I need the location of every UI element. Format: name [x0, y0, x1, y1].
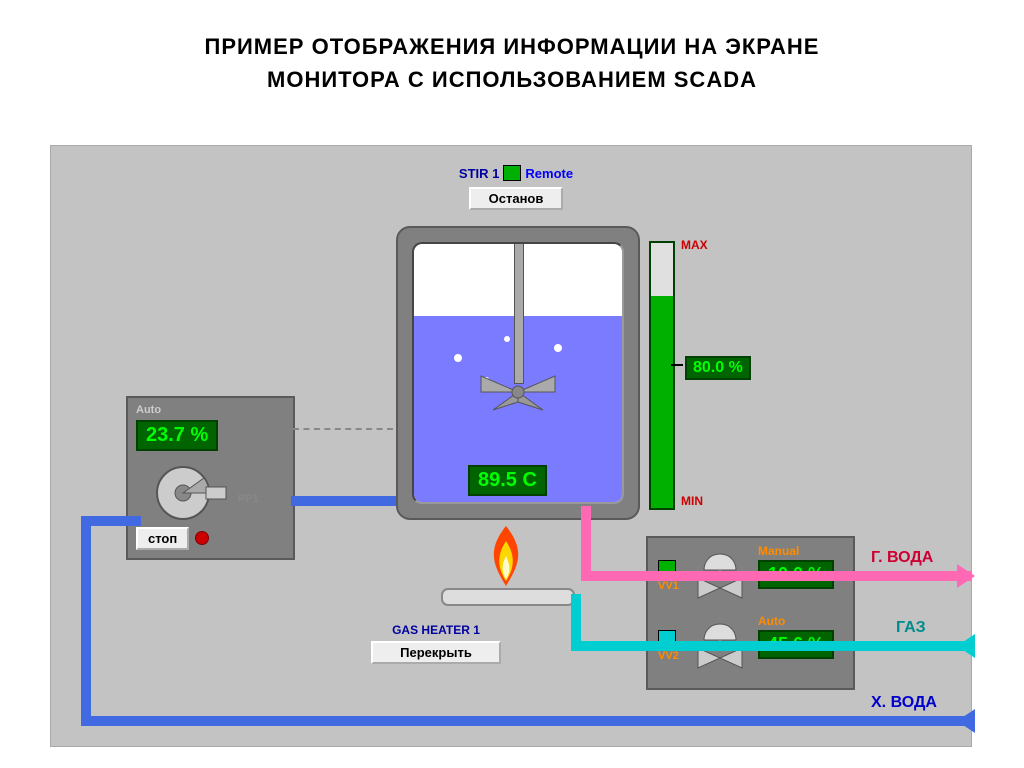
tank: TANK1 89.5 C — [396, 226, 640, 520]
pump-status-led-icon — [195, 531, 209, 545]
pump-tank-link — [293, 428, 393, 430]
vv2-name: VV2 — [658, 650, 679, 662]
level-readout: 80.0 % — [685, 356, 751, 380]
page-title: ПРИМЕР ОТОБРАЖЕНИЯ ИНФОРМАЦИИ НА ЭКРАНЕ … — [0, 0, 1024, 106]
tank-temp-readout: 89.5 C — [468, 465, 547, 496]
pipe-cold-to-tank — [291, 496, 396, 506]
arrow-cold-icon — [957, 709, 975, 733]
pipe-cold-h2 — [81, 516, 141, 526]
vv1-name: VV1 — [658, 580, 679, 592]
pump-name: PP1 — [238, 493, 259, 505]
stirrer-header: STIR 1 Remote Останов — [416, 161, 616, 210]
heater-close-button[interactable]: Перекрыть — [371, 641, 501, 664]
flow-gas-label: ГАЗ — [896, 619, 926, 637]
arrow-hot-icon — [957, 564, 975, 588]
pipe-hot-h2 — [581, 571, 646, 581]
stirrer-name: STIR 1 — [459, 166, 499, 181]
flame-icon — [476, 521, 536, 596]
scada-panel: STIR 1 Remote Останов TANK1 89.5 C MAX M… — [50, 145, 972, 747]
stirrer-led-icon — [503, 165, 521, 181]
burner-icon — [441, 588, 575, 606]
level-min-label: MIN — [681, 494, 703, 508]
title-line-1: ПРИМЕР ОТОБРАЖЕНИЯ ИНФОРМАЦИИ НА ЭКРАНЕ — [40, 30, 984, 63]
vv1-mode: Manual — [758, 544, 799, 558]
arrow-gas-icon — [957, 634, 975, 658]
title-line-2: МОНИТОРА С ИСПОЛЬЗОВАНИЕМ SCADA — [40, 63, 984, 96]
flow-cold-label: Х. ВОДА — [871, 694, 937, 712]
stirrer-shaft-icon — [514, 242, 524, 384]
pump-mode-label: Auto — [136, 404, 161, 416]
pipe-cold-v1 — [81, 516, 91, 726]
pipe-gas-h — [571, 641, 971, 651]
pipe-cold-h — [81, 716, 971, 726]
flow-hot-label: Г. ВОДА — [871, 549, 933, 567]
level-bar — [649, 241, 675, 510]
heater-panel: GAS HEATER 1 Перекрыть — [351, 621, 521, 664]
heater-name: GAS HEATER 1 — [351, 621, 521, 639]
pump-readout: 23.7 % — [136, 420, 218, 451]
pipe-gas-v — [571, 594, 581, 651]
pump-panel: Auto 23.7 % PP1 стоп — [126, 396, 295, 560]
vv2-mode: Auto — [758, 614, 785, 628]
pipe-hot-v — [581, 506, 591, 581]
pipe-hot-h — [636, 571, 971, 581]
stirrer-stop-button[interactable]: Останов — [469, 187, 564, 210]
valve-panel: VV1 Manual 10.0 % VV2 Auto 45.6 % — [646, 536, 855, 690]
propeller-icon — [473, 372, 563, 417]
stirrer-mode: Remote — [525, 166, 573, 181]
level-max-label: MAX — [681, 238, 708, 252]
pump-icon — [148, 463, 228, 528]
level-fill — [651, 296, 673, 508]
pump-stop-button[interactable]: стоп — [136, 527, 189, 550]
